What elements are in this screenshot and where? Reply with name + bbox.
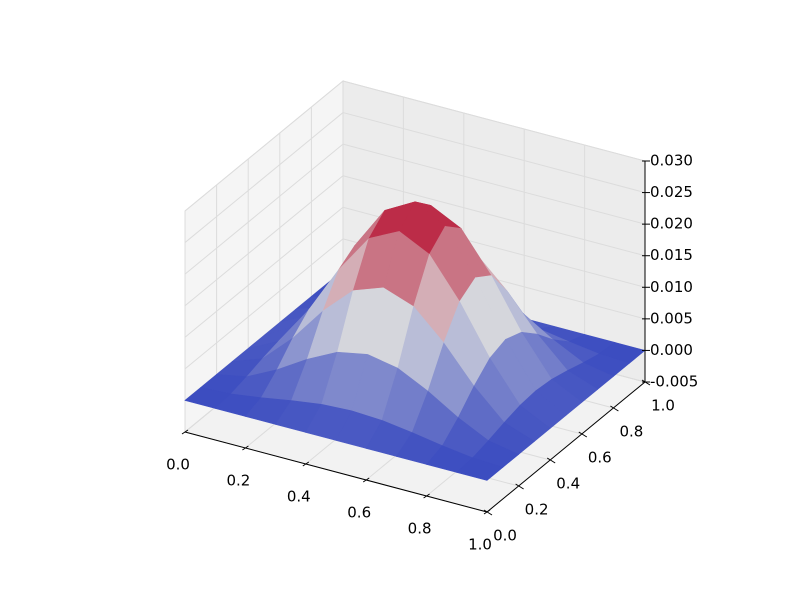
z-tick-label: 0.020: [650, 215, 693, 233]
z-tick-label: 0.015: [650, 246, 693, 264]
tick-mark: [610, 405, 619, 412]
surface-patch: [456, 457, 504, 481]
tick-mark: [483, 509, 493, 516]
y-tick-label: 0.6: [588, 449, 612, 467]
z-tick-label: 0.030: [650, 152, 693, 170]
grid-line: [342, 80, 646, 162]
grid-line: [342, 175, 646, 257]
tick-mark: [242, 445, 249, 451]
axis-line: [486, 381, 646, 513]
z-tick-label: 0.010: [650, 278, 693, 296]
y-tick-label: 0.2: [525, 501, 549, 519]
x-tick-label: 1.0: [468, 536, 492, 554]
grid-line: [184, 175, 344, 307]
x-tick-label: 0.4: [287, 488, 311, 506]
tick-mark: [578, 431, 588, 438]
tick-mark: [546, 457, 556, 464]
z-tick-label: 0.025: [650, 183, 693, 201]
tick-mark: [515, 483, 524, 490]
tick-mark: [181, 429, 189, 435]
z-tick-label: -0.005: [650, 373, 698, 391]
grid-line: [184, 112, 344, 243]
z-tick-label: 0.000: [650, 341, 693, 359]
tick-mark: [302, 461, 310, 467]
y-tick-label: 0.4: [556, 475, 580, 493]
grid-line: [184, 238, 344, 370]
grid-line: [184, 80, 344, 212]
x-tick-label: 0.0: [166, 456, 190, 474]
y-tick-label: 0.0: [493, 527, 517, 545]
axis-line: [184, 431, 488, 513]
grid-line: [184, 206, 344, 338]
tick-mark: [423, 493, 430, 499]
y-tick-label: 1.0: [651, 397, 675, 415]
tick-mark: [362, 477, 370, 483]
x-tick-label: 0.2: [226, 472, 250, 490]
z-tick-label: 0.005: [650, 309, 693, 327]
grid-line: [184, 143, 344, 275]
y-tick-label: 0.8: [619, 423, 643, 441]
x-tick-label: 0.8: [408, 520, 432, 538]
x-tick-label: 0.6: [347, 504, 371, 522]
grid-line: [342, 143, 646, 225]
grid-line: [342, 112, 646, 194]
